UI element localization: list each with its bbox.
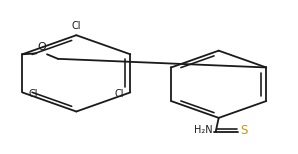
Text: Cl: Cl bbox=[72, 21, 81, 31]
Text: O: O bbox=[37, 42, 46, 52]
Text: Cl: Cl bbox=[114, 89, 124, 99]
Text: Cl: Cl bbox=[29, 89, 38, 99]
Text: S: S bbox=[240, 124, 248, 137]
Text: H₂N: H₂N bbox=[194, 125, 213, 135]
